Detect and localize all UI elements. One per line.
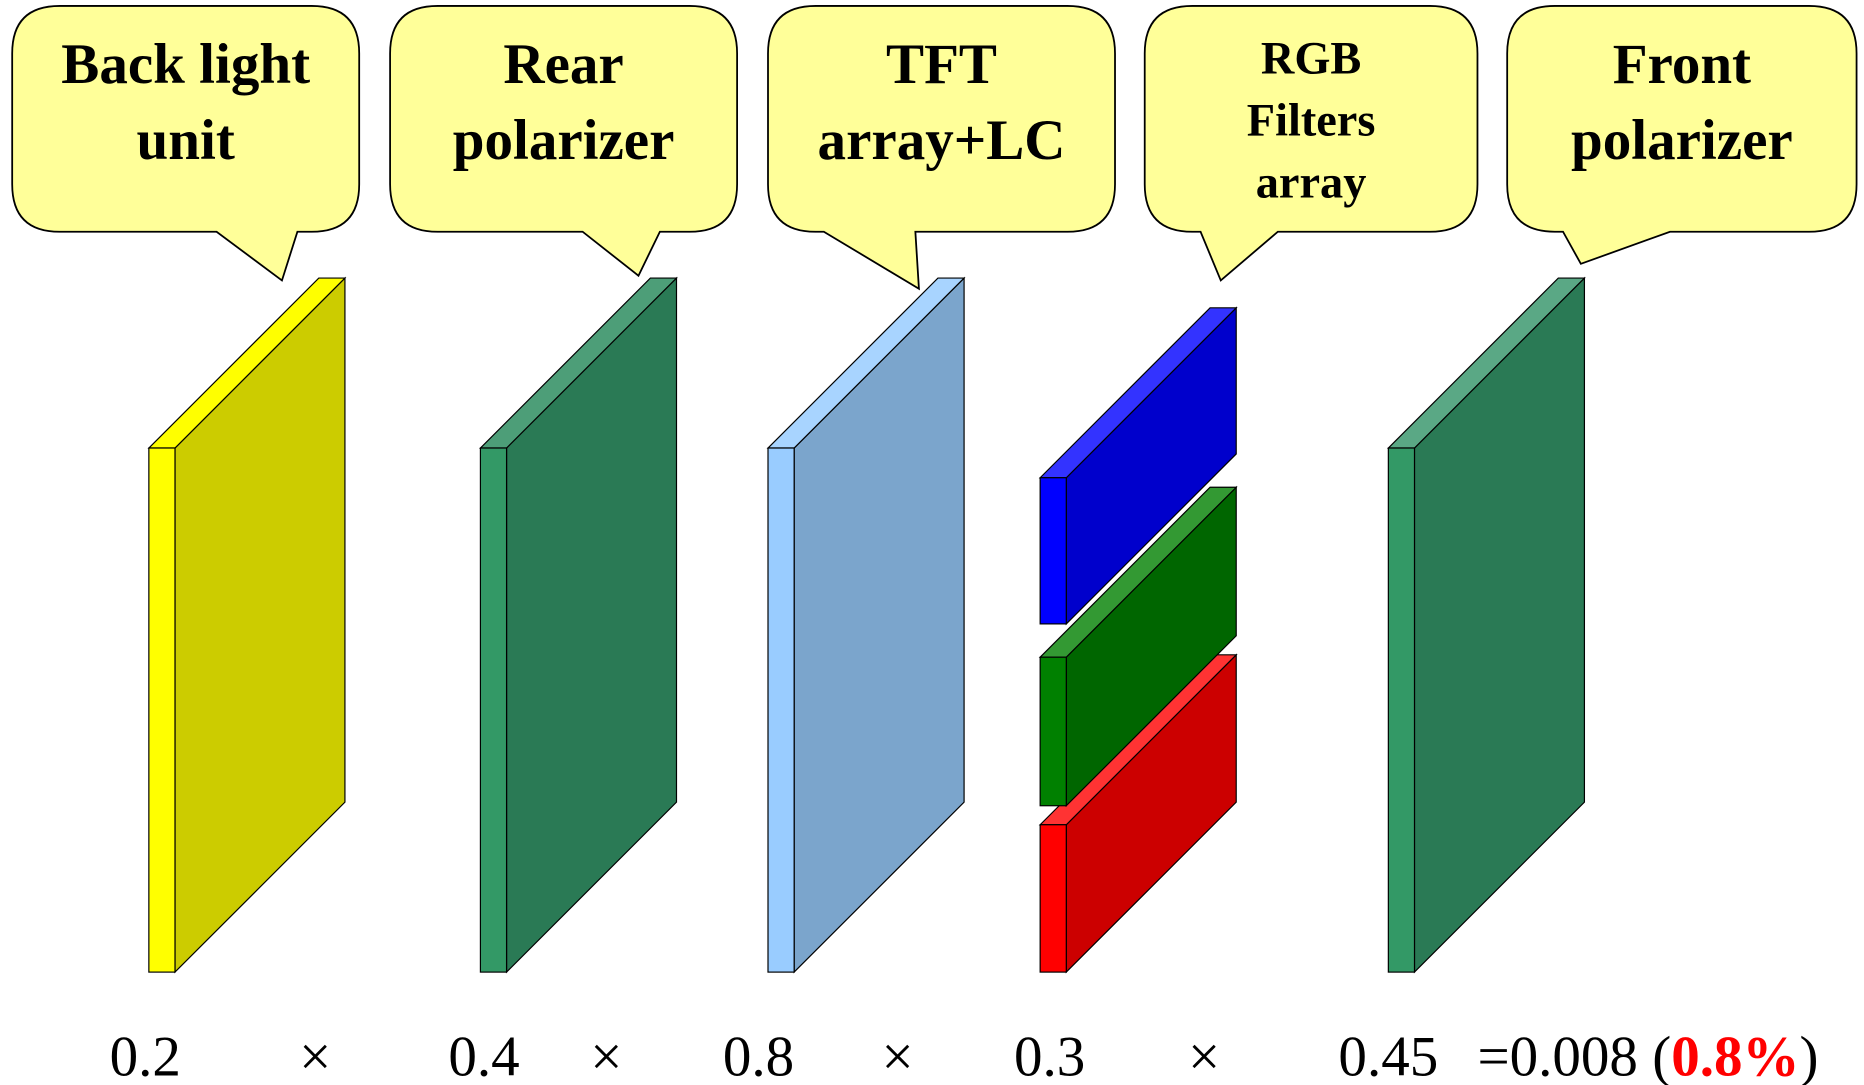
result-percent: 0.8%	[1671, 1025, 1799, 1085]
slab	[1386, 276, 1586, 974]
layers	[147, 276, 1586, 974]
slab-front	[1039, 656, 1067, 807]
callout-label: Filters	[1247, 95, 1376, 146]
slab-side	[1413, 276, 1586, 974]
callout-label: unit	[137, 109, 235, 172]
callout-label: Front	[1613, 33, 1751, 96]
equation: 0.2 × 0.4 × 0.8 × 0.3 × 0.45 =0.008 (0.8…	[110, 1025, 1819, 1085]
callout-label: Back light	[61, 33, 310, 96]
callout-label: array	[1256, 157, 1367, 208]
callouts: Back light unit Rear polarizer TFT array+LC RG…	[11, 5, 1858, 291]
times: ×	[299, 1025, 331, 1085]
callout-label: array+LC	[818, 109, 1066, 172]
callout	[767, 5, 1116, 291]
callout	[1506, 5, 1858, 265]
callout	[389, 5, 738, 278]
slab-front	[479, 447, 508, 973]
factor: 0.2	[110, 1025, 181, 1085]
factor: 0.3	[1014, 1025, 1085, 1085]
callout-label: polarizer	[453, 109, 675, 172]
slab	[147, 276, 347, 974]
times: ×	[1188, 1025, 1220, 1085]
factor: 0.8	[723, 1025, 794, 1085]
slab-side	[505, 276, 678, 974]
slab	[478, 276, 678, 974]
slab	[1038, 306, 1238, 626]
times: ×	[881, 1025, 913, 1085]
slab-front	[1387, 447, 1416, 973]
slab-front	[1039, 477, 1067, 625]
factor: 0.4	[448, 1025, 519, 1085]
slab	[766, 276, 966, 974]
result-value: =0.008 (	[1477, 1025, 1671, 1085]
factor: 0.45	[1338, 1025, 1438, 1085]
callout-label: RGB	[1261, 34, 1361, 85]
slab-front	[767, 447, 795, 973]
slab-side	[174, 276, 346, 974]
result: =0.008 (0.8%)	[1477, 1025, 1818, 1085]
slab-front	[148, 447, 176, 973]
slab	[1038, 485, 1238, 808]
slab-side	[793, 276, 965, 974]
callout	[11, 5, 361, 282]
slab-front	[1039, 824, 1067, 973]
callout-label: polarizer	[1571, 109, 1793, 172]
times: ×	[590, 1025, 622, 1085]
result-close: )	[1800, 1025, 1819, 1085]
callout	[1143, 5, 1479, 282]
callout-label: Rear	[503, 33, 623, 96]
callout-label: TFT	[886, 33, 997, 96]
